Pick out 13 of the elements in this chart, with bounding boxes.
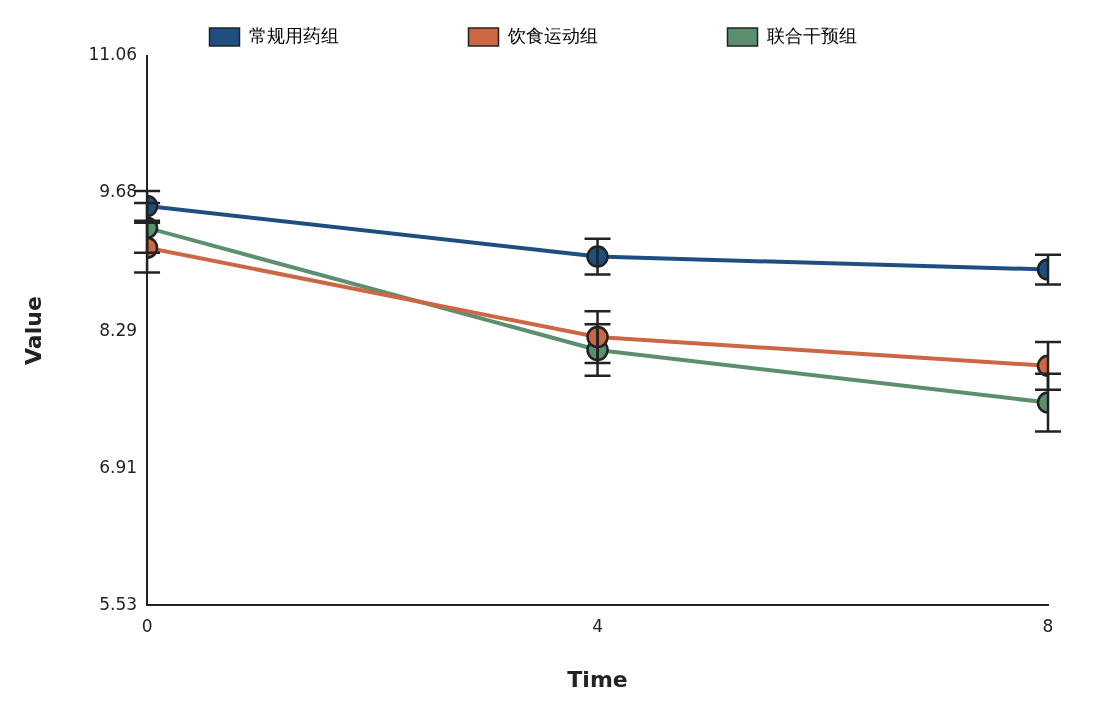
y-tick-label: 11.06 xyxy=(88,44,138,65)
y-axis-title: Value xyxy=(20,296,46,365)
legend-label: 联合干预组 xyxy=(766,24,857,46)
y-tick-label: 8.29 xyxy=(99,319,138,340)
y-tick-label: 5.53 xyxy=(99,593,138,614)
legend-label: 饮食运动组 xyxy=(506,24,598,46)
y-tick-label: 6.91 xyxy=(99,456,138,477)
x-axis-title: Time xyxy=(567,666,628,692)
x-tick-label: 8 xyxy=(1042,615,1054,636)
x-tick-label: 0 xyxy=(141,615,153,636)
legend-label: 常规用药组 xyxy=(248,24,339,46)
y-tick-label: 9.68 xyxy=(99,181,138,202)
x-tick-label: 4 xyxy=(592,615,603,636)
